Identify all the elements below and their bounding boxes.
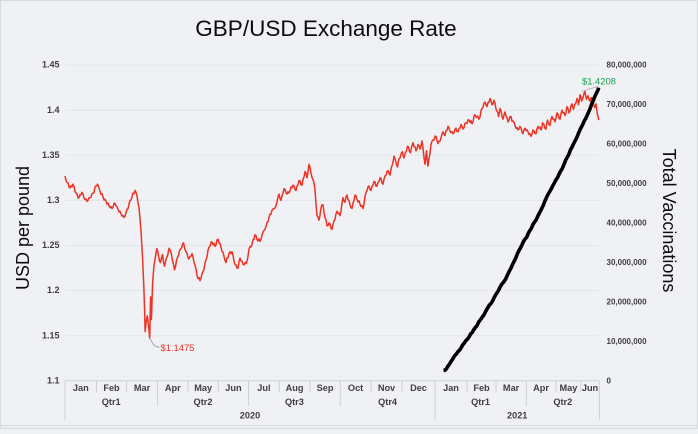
svg-text:Dec: Dec xyxy=(410,383,427,393)
svg-text:1.2: 1.2 xyxy=(47,285,60,295)
svg-text:1.25: 1.25 xyxy=(42,240,60,250)
svg-text:Jun: Jun xyxy=(225,383,242,393)
svg-text:Jun: Jun xyxy=(582,383,599,393)
svg-text:1.3: 1.3 xyxy=(47,195,60,205)
svg-text:May: May xyxy=(559,383,578,393)
svg-text:2020: 2020 xyxy=(240,410,260,420)
svg-text:10,000,000: 10,000,000 xyxy=(607,337,648,346)
svg-text:40,000,000: 40,000,000 xyxy=(607,218,648,227)
svg-text:30,000,000: 30,000,000 xyxy=(607,258,648,267)
svg-text:Jan: Jan xyxy=(443,383,459,393)
svg-text:Qtr1: Qtr1 xyxy=(102,397,121,407)
svg-text:Qtr4: Qtr4 xyxy=(378,397,398,407)
svg-text:Nov: Nov xyxy=(378,383,396,393)
svg-text:1.1: 1.1 xyxy=(47,375,60,385)
svg-text:Apr: Apr xyxy=(533,383,549,393)
svg-text:Jul: Jul xyxy=(257,383,270,393)
svg-text:20,000,000: 20,000,000 xyxy=(607,298,648,307)
svg-text:Mar: Mar xyxy=(134,383,151,393)
svg-text:Jan: Jan xyxy=(73,383,89,393)
svg-text:2021: 2021 xyxy=(507,410,527,420)
svg-text:Qtr3: Qtr3 xyxy=(285,397,304,407)
svg-text:1.15: 1.15 xyxy=(42,330,60,340)
svg-text:1.45: 1.45 xyxy=(42,60,60,70)
svg-text:Qtr2: Qtr2 xyxy=(553,397,572,407)
svg-text:70,000,000: 70,000,000 xyxy=(607,100,648,109)
svg-text:1.4: 1.4 xyxy=(47,105,60,115)
svg-text:80,000,000: 80,000,000 xyxy=(607,60,648,69)
svg-text:Aug: Aug xyxy=(286,383,304,393)
svg-text:$1.1475: $1.1475 xyxy=(161,342,195,353)
svg-text:GBP/USD Exchange Rate: GBP/USD Exchange Rate xyxy=(195,16,456,41)
svg-text:Oct: Oct xyxy=(348,383,363,393)
svg-text:1.35: 1.35 xyxy=(42,150,60,160)
svg-text:$1.4208: $1.4208 xyxy=(582,75,616,86)
svg-text:Apr: Apr xyxy=(165,383,181,393)
svg-text:May: May xyxy=(194,383,213,393)
svg-text:Mar: Mar xyxy=(503,383,520,393)
svg-text:Qtr1: Qtr1 xyxy=(471,397,490,407)
svg-text:Sep: Sep xyxy=(317,383,334,393)
svg-text:Feb: Feb xyxy=(473,383,490,393)
svg-text:USD per pound: USD per pound xyxy=(13,166,33,290)
svg-text:Total Vaccinations: Total Vaccinations xyxy=(659,149,679,293)
svg-text:60,000,000: 60,000,000 xyxy=(607,139,648,148)
svg-text:0: 0 xyxy=(607,377,612,386)
svg-text:50,000,000: 50,000,000 xyxy=(607,179,648,188)
svg-text:Qtr2: Qtr2 xyxy=(194,397,213,407)
svg-text:Feb: Feb xyxy=(103,383,120,393)
